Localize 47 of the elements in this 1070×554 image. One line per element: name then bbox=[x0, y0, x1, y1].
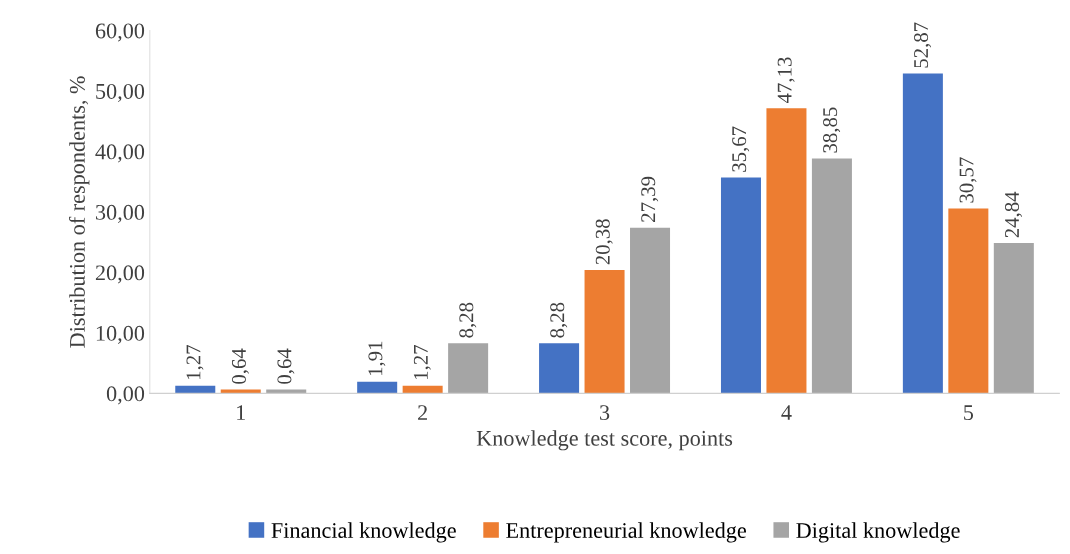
x-tick-label: 2 bbox=[418, 405, 427, 420]
bar bbox=[766, 108, 807, 394]
data-label: 30,57 bbox=[959, 157, 977, 203]
legend-label: Entrepreneurial knowledge bbox=[506, 522, 747, 543]
data-label: 1,27 bbox=[186, 344, 204, 379]
data-label: 20,38 bbox=[595, 219, 613, 265]
bar bbox=[402, 385, 443, 394]
legend-label: Financial knowledge bbox=[271, 522, 456, 543]
bar bbox=[220, 389, 261, 394]
y-tick-label: 20,00 bbox=[95, 265, 145, 284]
y-tick-label: 30,00 bbox=[96, 204, 145, 224]
x-tick-label: 3 bbox=[600, 405, 610, 421]
bar bbox=[811, 158, 852, 394]
y-axis-title: Distribution of respondents, % bbox=[69, 76, 90, 348]
data-label: 47,13 bbox=[777, 57, 795, 104]
x-tick-label: 4 bbox=[781, 405, 792, 420]
x-tick-label: 5 bbox=[964, 405, 974, 421]
data-label: 38,85 bbox=[823, 107, 841, 153]
data-label: 52,87 bbox=[914, 22, 932, 68]
bar bbox=[993, 243, 1034, 394]
bar bbox=[448, 343, 489, 394]
data-label: 35,67 bbox=[732, 126, 750, 172]
bar bbox=[175, 385, 216, 394]
data-label: 0,64 bbox=[231, 348, 249, 384]
y-tick-label: 10,00 bbox=[96, 325, 145, 344]
legend-label: Digital knowledge bbox=[796, 522, 960, 543]
y-tick-label: 60,00 bbox=[95, 23, 145, 42]
data-label: 1,27 bbox=[413, 344, 431, 379]
y-tick-label: 40,00 bbox=[95, 144, 145, 163]
bar bbox=[720, 177, 761, 394]
bar bbox=[902, 73, 943, 394]
bar bbox=[584, 270, 625, 394]
bar bbox=[630, 227, 671, 394]
bar bbox=[948, 208, 989, 394]
data-label: 1,91 bbox=[368, 341, 386, 376]
data-label: 24,84 bbox=[1004, 191, 1023, 238]
x-axis-title: Knowledge test score, points bbox=[476, 430, 733, 451]
bar bbox=[539, 343, 580, 394]
y-tick-label: 0,00 bbox=[106, 386, 145, 405]
bar bbox=[266, 389, 307, 394]
data-label: 27,39 bbox=[641, 176, 659, 222]
y-tick-label: 50,00 bbox=[96, 83, 145, 103]
x-tick-label: 1 bbox=[237, 405, 245, 420]
bar bbox=[357, 381, 398, 394]
data-label: 8,28 bbox=[550, 302, 568, 338]
data-label: 0,64 bbox=[277, 348, 295, 384]
data-label: 8,28 bbox=[459, 302, 477, 338]
